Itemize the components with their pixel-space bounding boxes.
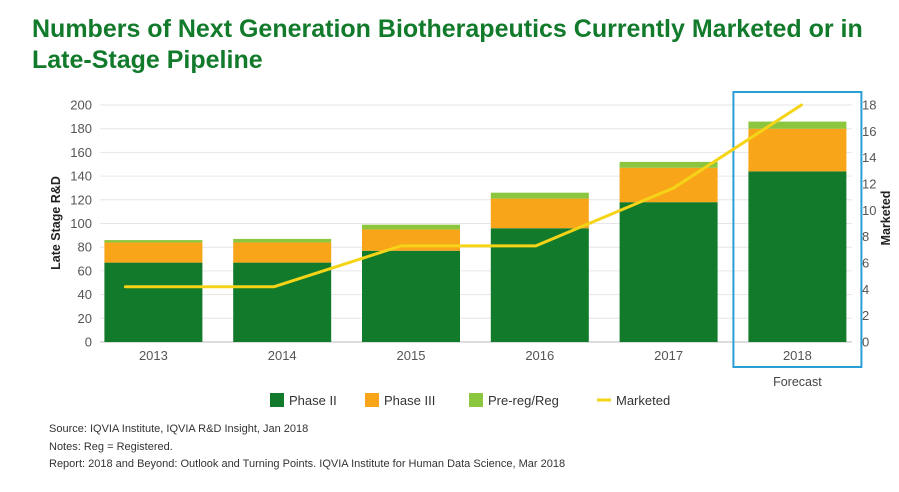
bar-pre-reg-reg: [362, 224, 460, 230]
bar-phase-iii: [748, 128, 847, 172]
bar-phase-iii: [490, 198, 589, 229]
y-right-tick-label: 6: [862, 256, 869, 271]
bar-phase-ii: [104, 262, 203, 342]
y-tick-label: 120: [70, 192, 92, 207]
y-tick-label: 40: [78, 287, 92, 302]
note-registered: Notes: Reg = Registered.: [49, 440, 173, 453]
y-tick-label: 20: [78, 311, 92, 326]
bar-pre-reg-reg: [748, 121, 847, 129]
y-right-axis-title: Marketed: [879, 191, 893, 246]
y-tick-label: 80: [78, 240, 92, 255]
y-right-tick-label: 16: [862, 124, 876, 139]
bar-pre-reg-reg: [104, 240, 203, 243]
bar-phase-iii: [233, 242, 332, 263]
bar-phase-ii: [748, 171, 847, 342]
y-tick-label: 140: [70, 169, 92, 184]
x-tick-label: 2015: [397, 348, 426, 363]
y-right-tick-label: 18: [862, 98, 876, 113]
forecast-highlight: Forecast: [732, 91, 863, 389]
bar-pre-reg-reg: [233, 238, 332, 243]
axes: 0 20 40 60 80 100 120 140 160 180 200 0 2 4 6 8 10 12 14 16…: [49, 98, 893, 364]
chart-title: Numbers of Next Generation Biotherapeuti…: [32, 15, 863, 74]
bar-phase-iii: [362, 229, 460, 251]
bar-phase-iii: [104, 242, 203, 263]
gridlines: [100, 104, 852, 343]
y-axis-title: Late Stage R&D: [49, 176, 63, 270]
y-tick-label: 160: [70, 145, 92, 160]
y-right-tick-label: 0: [862, 335, 869, 350]
y-right-tick-label: 4: [862, 282, 869, 297]
y-right-tick-label: 8: [862, 229, 869, 244]
legend-label-phase-iii: Phase III: [384, 393, 435, 408]
legend-swatch-pre-reg-reg: [469, 393, 483, 407]
y-right-tick-label: 10: [862, 203, 876, 218]
bar-phase-ii: [362, 250, 460, 342]
marketed-line: [123, 103, 803, 289]
legend-swatch-phase-ii: [270, 393, 284, 407]
bar-phase-ii: [233, 262, 332, 342]
x-tick-label: 2016: [525, 348, 554, 363]
y-tick-label: 60: [78, 263, 92, 278]
bar-pre-reg-reg: [490, 192, 589, 199]
bar-pre-reg-reg: [619, 161, 718, 168]
legend-swatch-phase-iii: [365, 393, 379, 407]
legend-label-phase-ii: Phase II: [289, 393, 337, 408]
source-notes: Source: IQVIA Institute, IQVIA R&D Insig…: [49, 421, 565, 474]
forecast-box: [732, 91, 863, 368]
marketed-series-line: [123, 103, 803, 289]
y-tick-label: 200: [70, 98, 92, 113]
x-tick-label: 2018: [783, 348, 812, 363]
y-tick-label: 0: [85, 335, 92, 350]
bar-phase-iii: [619, 167, 718, 203]
x-tick-label: 2017: [654, 348, 683, 363]
x-tick-label: 2013: [139, 348, 168, 363]
bar-phase-ii: [619, 202, 718, 342]
legend-label-marketed: Marketed: [616, 393, 670, 408]
x-tick-label: 2014: [268, 348, 297, 363]
y-tick-label: 100: [70, 216, 92, 231]
y-right-tick-label: 2: [862, 308, 869, 323]
legend-label-pre-reg-reg: Pre-reg/Reg: [488, 393, 559, 408]
note-report: Report: 2018 and Beyond: Outlook and Tur…: [49, 458, 566, 470]
note-source: Source: IQVIA Institute, IQVIA R&D Insig…: [49, 423, 309, 435]
legend: Phase II Phase III Pre-reg/Reg Marketed: [270, 393, 670, 408]
y-tick-label: 180: [70, 121, 92, 136]
bars: [104, 121, 847, 342]
y-right-tick-label: 12: [862, 177, 876, 192]
forecast-label: Forecast: [773, 375, 822, 389]
y-right-tick-label: 14: [862, 150, 876, 165]
